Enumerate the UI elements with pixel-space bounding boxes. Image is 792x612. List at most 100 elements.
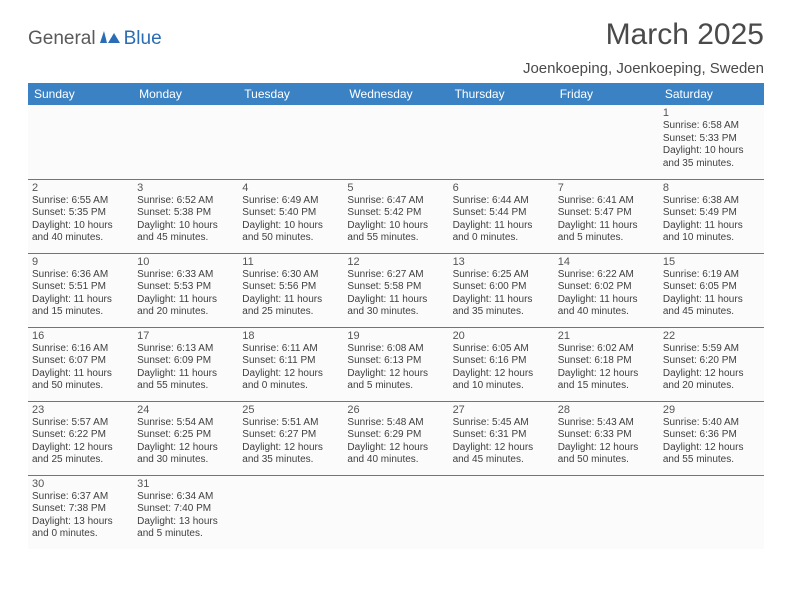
sunrise-line: Sunrise: 6:05 AM — [453, 343, 550, 356]
sunrise-line: Sunrise: 6:16 AM — [32, 343, 129, 356]
sunset-line: Sunset: 6:22 PM — [32, 429, 129, 442]
daylight-line: Daylight: 11 hours and 0 minutes. — [453, 220, 550, 245]
daylight-line: Daylight: 11 hours and 15 minutes. — [32, 294, 129, 319]
sunrise-line: Sunrise: 6:41 AM — [558, 195, 655, 208]
sunrise-line: Sunrise: 5:43 AM — [558, 417, 655, 430]
calendar-cell: 31Sunrise: 6:34 AMSunset: 7:40 PMDayligh… — [133, 475, 238, 549]
sunrise-line: Sunrise: 6:02 AM — [558, 343, 655, 356]
calendar-cell: 6Sunrise: 6:44 AMSunset: 5:44 PMDaylight… — [449, 179, 554, 253]
sunset-line: Sunset: 6:07 PM — [32, 355, 129, 368]
day-number: 14 — [558, 256, 655, 268]
sunrise-line: Sunrise: 6:30 AM — [242, 269, 339, 282]
daylight-line: Daylight: 12 hours and 35 minutes. — [242, 442, 339, 467]
day-number: 27 — [453, 404, 550, 416]
calendar-cell — [449, 105, 554, 179]
sunset-line: Sunset: 6:13 PM — [347, 355, 444, 368]
sunset-line: Sunset: 5:38 PM — [137, 207, 234, 220]
sunset-line: Sunset: 7:38 PM — [32, 503, 129, 516]
flag-icon — [100, 29, 122, 50]
day-number: 23 — [32, 404, 129, 416]
sunset-line: Sunset: 7:40 PM — [137, 503, 234, 516]
daylight-line: Daylight: 11 hours and 55 minutes. — [137, 368, 234, 393]
daylight-line: Daylight: 12 hours and 45 minutes. — [453, 442, 550, 467]
daylight-line: Daylight: 12 hours and 55 minutes. — [663, 442, 760, 467]
calendar-cell — [133, 105, 238, 179]
calendar-cell — [659, 475, 764, 549]
sunset-line: Sunset: 6:05 PM — [663, 281, 760, 294]
daylight-line: Daylight: 11 hours and 50 minutes. — [32, 368, 129, 393]
day-number: 30 — [32, 478, 129, 490]
day-number: 12 — [347, 256, 444, 268]
daylight-line: Daylight: 13 hours and 5 minutes. — [137, 516, 234, 541]
sunrise-line: Sunrise: 6:22 AM — [558, 269, 655, 282]
calendar-cell — [28, 105, 133, 179]
daylight-line: Daylight: 13 hours and 0 minutes. — [32, 516, 129, 541]
calendar-week-row: 1Sunrise: 6:58 AMSunset: 5:33 PMDaylight… — [28, 105, 764, 179]
day-number: 6 — [453, 182, 550, 194]
day-number: 11 — [242, 256, 339, 268]
sunrise-line: Sunrise: 6:47 AM — [347, 195, 444, 208]
daylight-line: Daylight: 10 hours and 50 minutes. — [242, 220, 339, 245]
sunrise-line: Sunrise: 6:08 AM — [347, 343, 444, 356]
calendar-cell: 12Sunrise: 6:27 AMSunset: 5:58 PMDayligh… — [343, 253, 448, 327]
sunset-line: Sunset: 6:16 PM — [453, 355, 550, 368]
calendar-cell: 7Sunrise: 6:41 AMSunset: 5:47 PMDaylight… — [554, 179, 659, 253]
day-number: 16 — [32, 330, 129, 342]
sunrise-line: Sunrise: 6:55 AM — [32, 195, 129, 208]
daylight-line: Daylight: 12 hours and 50 minutes. — [558, 442, 655, 467]
daylight-line: Daylight: 10 hours and 40 minutes. — [32, 220, 129, 245]
calendar-cell: 13Sunrise: 6:25 AMSunset: 6:00 PMDayligh… — [449, 253, 554, 327]
calendar-cell: 18Sunrise: 6:11 AMSunset: 6:11 PMDayligh… — [238, 327, 343, 401]
calendar-cell — [554, 475, 659, 549]
day-header: Friday — [554, 83, 659, 105]
sunrise-line: Sunrise: 5:57 AM — [32, 417, 129, 430]
day-header: Thursday — [449, 83, 554, 105]
location-text: Joenkoeping, Joenkoeping, Sweden — [523, 60, 764, 77]
sunrise-line: Sunrise: 5:40 AM — [663, 417, 760, 430]
header: General Blue March 2025 Joenkoeping, Joe… — [28, 18, 764, 77]
daylight-line: Daylight: 11 hours and 45 minutes. — [663, 294, 760, 319]
daylight-line: Daylight: 11 hours and 35 minutes. — [453, 294, 550, 319]
calendar-table: Sunday Monday Tuesday Wednesday Thursday… — [28, 83, 764, 549]
sunset-line: Sunset: 6:31 PM — [453, 429, 550, 442]
sunrise-line: Sunrise: 6:27 AM — [347, 269, 444, 282]
sunset-line: Sunset: 5:42 PM — [347, 207, 444, 220]
daylight-line: Daylight: 12 hours and 5 minutes. — [347, 368, 444, 393]
sunset-line: Sunset: 5:51 PM — [32, 281, 129, 294]
day-number: 24 — [137, 404, 234, 416]
daylight-line: Daylight: 12 hours and 40 minutes. — [347, 442, 444, 467]
day-number: 4 — [242, 182, 339, 194]
daylight-line: Daylight: 11 hours and 30 minutes. — [347, 294, 444, 319]
day-number: 22 — [663, 330, 760, 342]
day-header-row: Sunday Monday Tuesday Wednesday Thursday… — [28, 83, 764, 105]
day-number: 15 — [663, 256, 760, 268]
sunset-line: Sunset: 5:35 PM — [32, 207, 129, 220]
day-number: 8 — [663, 182, 760, 194]
day-number: 1 — [663, 107, 760, 119]
sunset-line: Sunset: 5:53 PM — [137, 281, 234, 294]
day-header: Tuesday — [238, 83, 343, 105]
sunrise-line: Sunrise: 6:13 AM — [137, 343, 234, 356]
sunrise-line: Sunrise: 6:58 AM — [663, 120, 760, 133]
sunset-line: Sunset: 6:09 PM — [137, 355, 234, 368]
daylight-line: Daylight: 12 hours and 10 minutes. — [453, 368, 550, 393]
day-number: 5 — [347, 182, 444, 194]
logo-text-general: General — [28, 28, 96, 50]
calendar-cell: 30Sunrise: 6:37 AMSunset: 7:38 PMDayligh… — [28, 475, 133, 549]
calendar-cell: 5Sunrise: 6:47 AMSunset: 5:42 PMDaylight… — [343, 179, 448, 253]
sunset-line: Sunset: 5:56 PM — [242, 281, 339, 294]
sunset-line: Sunset: 6:20 PM — [663, 355, 760, 368]
calendar-cell: 20Sunrise: 6:05 AMSunset: 6:16 PMDayligh… — [449, 327, 554, 401]
calendar-cell: 19Sunrise: 6:08 AMSunset: 6:13 PMDayligh… — [343, 327, 448, 401]
sunrise-line: Sunrise: 6:44 AM — [453, 195, 550, 208]
sunrise-line: Sunrise: 6:25 AM — [453, 269, 550, 282]
calendar-cell — [238, 475, 343, 549]
sunset-line: Sunset: 5:44 PM — [453, 207, 550, 220]
daylight-line: Daylight: 11 hours and 5 minutes. — [558, 220, 655, 245]
calendar-cell: 14Sunrise: 6:22 AMSunset: 6:02 PMDayligh… — [554, 253, 659, 327]
day-number: 28 — [558, 404, 655, 416]
calendar-cell: 1Sunrise: 6:58 AMSunset: 5:33 PMDaylight… — [659, 105, 764, 179]
day-number: 10 — [137, 256, 234, 268]
calendar-cell — [238, 105, 343, 179]
calendar-cell — [554, 105, 659, 179]
